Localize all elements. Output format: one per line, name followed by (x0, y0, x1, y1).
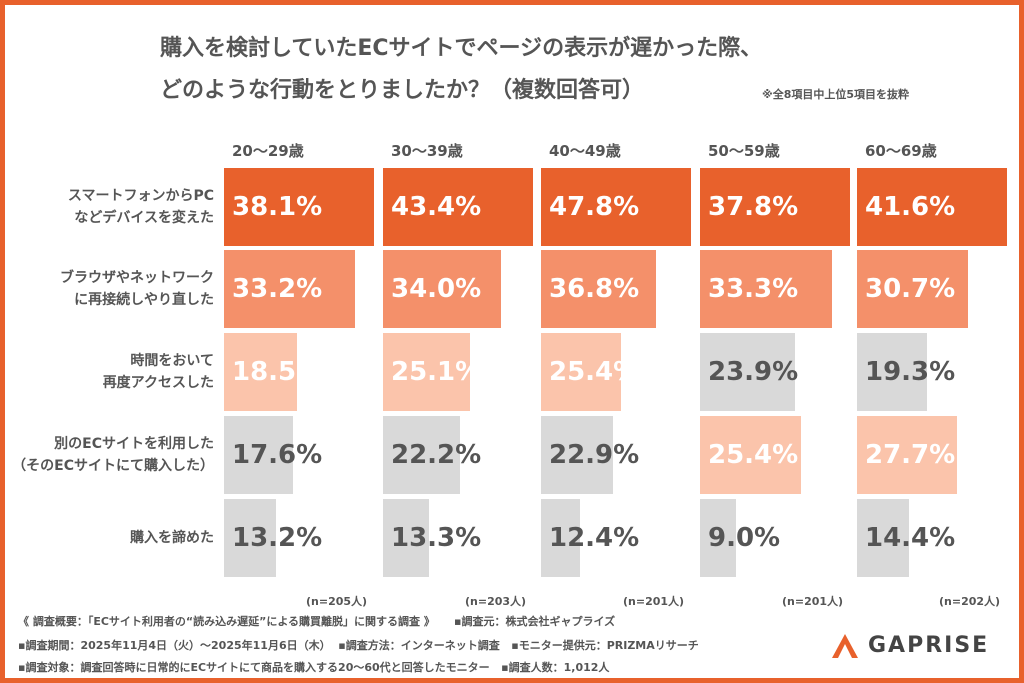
data-label: 19.3% (865, 357, 956, 387)
column-header: 60〜69歳 (865, 142, 937, 160)
data-label: 12.4% (549, 523, 640, 553)
footer-line-3: ▪調査対象：調査回答時に日常的にECサイトにて商品を購入する20〜60代と回答し… (18, 659, 609, 675)
chart-title: 購入を検討していたECサイトでページの表示が遅かった際、 どのような行動をとりま… (160, 28, 762, 112)
sample-size-label: (n=201人) (623, 595, 685, 608)
bar (700, 250, 833, 328)
sample-size-label: (n=201人) (782, 595, 844, 608)
title-line-1: 購入を検討していたECサイトでページの表示が遅かった際、 (160, 36, 763, 61)
sample-size-label: (n=203人) (465, 595, 527, 608)
bar (857, 333, 927, 411)
bar (541, 250, 657, 328)
bar (700, 168, 850, 246)
row-label: 購入を諦めた (130, 530, 214, 546)
bar (224, 168, 374, 246)
bar (224, 250, 355, 328)
data-label: 18.5% (232, 357, 323, 387)
bar (700, 499, 736, 577)
data-label: 25.4% (549, 357, 640, 387)
row-label: 時間をおいて 再度アクセスした (102, 353, 214, 391)
sample-size-label: (n=202人) (939, 595, 1001, 608)
data-label: 43.4% (391, 192, 482, 222)
data-label: 41.6% (865, 192, 956, 222)
data-label: 38.1% (232, 192, 323, 222)
bar (857, 168, 1007, 246)
row-label: スマートフォンからPC などデバイスを変えた (67, 188, 214, 226)
chart-note: ※全8項目中上位5項目を抜粋 (762, 88, 910, 101)
row-label: 別のECサイトを利用した （そのECサイトにて購入した） (12, 436, 214, 474)
bar (383, 499, 429, 577)
bar (383, 168, 533, 246)
footer-line-2: ▪調査期間：2025年11月4日（火）〜2025年11月6日（木） ▪調査方法：… (18, 637, 699, 653)
data-label: 47.8% (549, 192, 640, 222)
row-label: ブラウザやネットワーク に再接続しやり直した (60, 270, 214, 308)
bar (383, 416, 460, 494)
bar (857, 250, 968, 328)
bar (541, 333, 621, 411)
monitor-provider: ▪モニター提供元：PRIZMAリサーチ (511, 639, 699, 652)
survey-source: ▪調査元：株式会社ギャプライズ (454, 615, 616, 628)
bar (383, 333, 470, 411)
bar (224, 416, 294, 494)
column-header: 50〜59歳 (708, 142, 780, 160)
data-label: 22.9% (549, 440, 640, 470)
data-label: 25.4% (708, 440, 799, 470)
survey-period: ▪調査期間：2025年11月4日（火）〜2025年11月6日（木） (18, 639, 331, 652)
gaprise-logo: GAPRISE (832, 633, 989, 658)
data-label: 33.2% (232, 274, 323, 304)
data-label: 14.4% (865, 523, 956, 553)
column-header: 30〜39歳 (391, 142, 463, 160)
bar (383, 250, 501, 328)
data-label: 9.0% (708, 523, 781, 553)
bar (541, 499, 580, 577)
bar (700, 333, 795, 411)
footer-line-1: 《 調査概要：「ECサイト利用者の“読み込み遅延”による購買離脱」に関する調査 … (18, 613, 615, 629)
logo-text: GAPRISE (868, 633, 990, 658)
data-label: 37.8% (708, 192, 799, 222)
bar (224, 333, 297, 411)
bar (541, 168, 691, 246)
bar (857, 416, 957, 494)
data-label: 33.3% (708, 274, 799, 304)
data-label: 27.7% (865, 440, 956, 470)
data-label: 30.7% (865, 274, 956, 304)
bar (857, 499, 909, 577)
data-label: 13.2% (232, 523, 323, 553)
survey-count: ▪調査人数：1,012人 (501, 661, 610, 674)
logo-mark-icon (832, 633, 858, 658)
survey-method: ▪調査方法：インターネット調査 (338, 639, 500, 652)
column-header: 40〜49歳 (549, 142, 621, 160)
survey-summary: 《 調査概要：「ECサイト利用者の“読み込み遅延”による購買離脱」に関する調査 … (18, 615, 435, 628)
bar (541, 416, 613, 494)
title-line-2: どのような行動をとりましたか？（複数回答可） (160, 78, 645, 103)
bar (224, 499, 276, 577)
data-label: 22.2% (391, 440, 482, 470)
bar (700, 416, 801, 494)
data-label: 13.3% (391, 523, 482, 553)
data-label: 17.6% (232, 440, 323, 470)
sample-size-label: (n=205人) (306, 595, 368, 608)
data-label: 36.8% (549, 274, 640, 304)
column-header: 20〜29歳 (232, 142, 304, 160)
survey-target: ▪調査対象：調査回答時に日常的にECサイトにて商品を購入する20〜60代と回答し… (18, 661, 490, 674)
data-label: 25.1% (391, 357, 482, 387)
data-label: 23.9% (708, 357, 799, 387)
data-label: 34.0% (391, 274, 482, 304)
